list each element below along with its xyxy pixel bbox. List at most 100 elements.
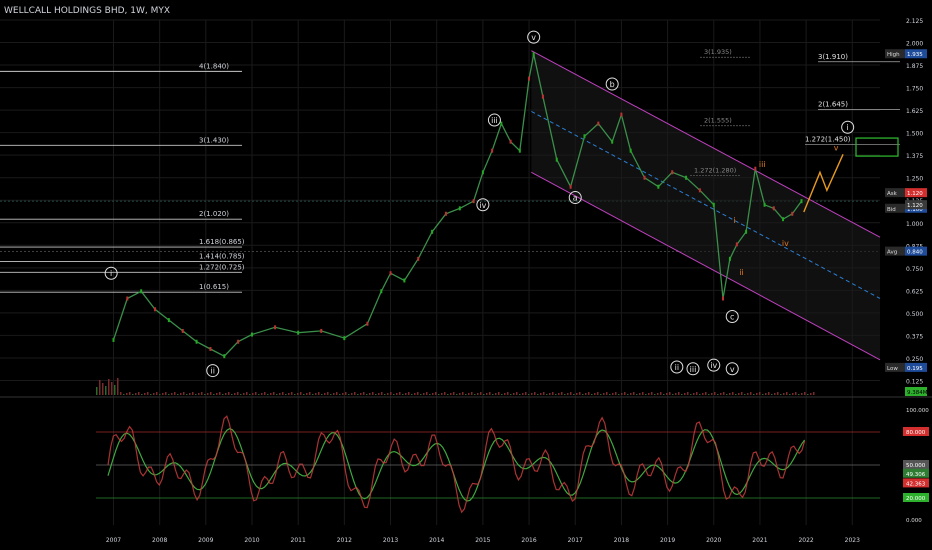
price-tag-value: 1.935: [907, 52, 923, 58]
price-candle: [181, 328, 184, 333]
volume-bar: [711, 393, 713, 395]
volume-bar: [153, 393, 155, 395]
price-tag-label: Ask: [887, 191, 898, 197]
price-candle: [541, 94, 544, 99]
price-candle: [112, 337, 115, 342]
volume-bar: [480, 392, 482, 395]
target-box: [855, 137, 899, 157]
volume-bar: [801, 393, 803, 395]
price-tag-value: 0.195: [907, 366, 923, 372]
volume-bar: [312, 394, 314, 395]
volume-bar: [429, 394, 431, 395]
volume-bar: [135, 393, 137, 395]
x-tick-label: 2007: [106, 537, 121, 544]
wave-circle: [841, 120, 855, 134]
price-tag-label: Avg: [887, 250, 897, 256]
volume-bar: [492, 394, 494, 395]
price-candle: [735, 242, 738, 247]
volume-bar: [198, 393, 200, 395]
wave-circle: [725, 310, 739, 324]
price-tag-label-bg: [885, 246, 905, 256]
price-candle: [140, 289, 143, 294]
volume-bar: [396, 393, 398, 395]
volume-bar: [387, 393, 389, 395]
volume-bar: [489, 392, 491, 395]
wave-label: iii: [690, 365, 697, 374]
price-candle: [791, 211, 794, 216]
volume-bar: [804, 392, 806, 395]
wave-label: v: [531, 33, 536, 42]
volume-bar: [120, 392, 122, 395]
volume-bar: [738, 393, 740, 395]
volume-bar: [579, 392, 581, 395]
price-tag-bg: [905, 362, 927, 372]
rsi-fast-line: [107, 415, 806, 514]
price-tag-bg: [905, 49, 927, 59]
price-candle: [297, 330, 300, 335]
volume-bar: [546, 394, 548, 395]
volume-bar: [540, 393, 542, 395]
volume-bar: [534, 392, 536, 395]
price-candle: [629, 148, 632, 153]
price-candle: [366, 321, 369, 326]
volume-bar: [378, 393, 380, 395]
price-candle: [772, 206, 775, 211]
volume-bar: [474, 394, 476, 395]
volume-bar: [678, 392, 680, 395]
volume-bar: [774, 393, 776, 395]
volume-bar: [108, 379, 110, 395]
price-candle: [728, 256, 731, 261]
volume-bar: [156, 392, 158, 395]
volume-bar: [159, 394, 161, 395]
volume-bar: [303, 394, 305, 395]
fib-level-label: 2(1.020): [199, 210, 229, 218]
volume-bar: [240, 394, 242, 395]
fib-level-label: 1.414(0.785): [199, 253, 245, 261]
y-tick-label: 0.625: [906, 288, 923, 295]
volume-bar: [597, 392, 599, 395]
volume-bar: [162, 393, 164, 395]
volume-bar: [138, 392, 140, 395]
volume-bar: [651, 392, 653, 395]
x-tick-label: 2019: [660, 537, 675, 544]
volume-bar: [741, 392, 743, 395]
volume-bar: [753, 394, 755, 395]
rsi-tick-label: 50.000: [906, 463, 926, 469]
volume-bar: [654, 394, 656, 395]
volume-bar: [210, 392, 212, 395]
wave-label: b: [610, 80, 615, 89]
volume-bar: [258, 394, 260, 395]
price-tag-label-bg: [885, 362, 905, 372]
price-candle: [431, 229, 434, 234]
wave-label: c: [730, 313, 734, 322]
price-candle: [528, 76, 531, 81]
wave-label-orange: iii: [759, 160, 766, 169]
volume-bar: [501, 394, 503, 395]
rsi-tag-bg: [903, 460, 929, 469]
volume-bar: [681, 394, 683, 395]
volume-bar: [771, 394, 773, 395]
volume-bar: [507, 392, 509, 395]
volume-bar: [321, 394, 323, 395]
volume-bar: [327, 392, 329, 395]
volume-bar: [264, 392, 266, 395]
volume-bar: [684, 393, 686, 395]
y-tick-label: 0.500: [906, 311, 923, 318]
channel-lower-line: [531, 171, 881, 361]
volume-bar: [132, 394, 134, 395]
price-candle: [209, 346, 212, 351]
volume-bar: [780, 394, 782, 395]
volume-bar: [150, 394, 152, 395]
fib-level-label: 1.618(0.865): [199, 238, 245, 246]
volume-bar: [354, 392, 356, 395]
volume-bar: [297, 393, 299, 395]
price-candle: [403, 278, 406, 283]
volume-bar: [657, 393, 659, 395]
volume-bar: [351, 393, 353, 395]
volume-bar: [114, 385, 116, 395]
wave-circle: [527, 30, 541, 44]
x-tick-label: 2015: [475, 537, 490, 544]
volume-bar: [522, 393, 524, 395]
volume-bar: [216, 393, 218, 395]
